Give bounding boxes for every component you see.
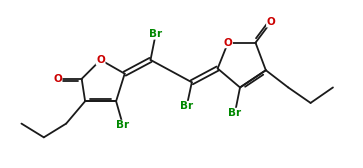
Text: Br: Br: [117, 120, 130, 130]
Text: O: O: [53, 74, 62, 84]
Text: O: O: [96, 55, 105, 65]
Text: O: O: [266, 17, 276, 27]
Text: Br: Br: [149, 29, 162, 39]
Text: O: O: [224, 38, 232, 48]
Text: Br: Br: [228, 108, 241, 118]
Text: Br: Br: [180, 101, 193, 111]
